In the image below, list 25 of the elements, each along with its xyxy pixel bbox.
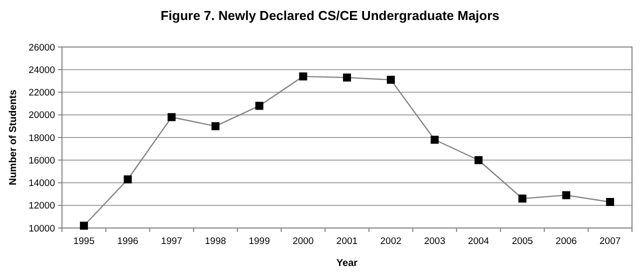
x-tick-label: 2006	[556, 236, 577, 247]
x-tick-label: 2005	[512, 236, 533, 247]
chart-title: Figure 7. Newly Declared CS/CE Undergraduate Majors	[160, 8, 500, 23]
y-tick-label: 14000	[28, 178, 55, 190]
x-tick-label: 1998	[204, 236, 226, 247]
y-tick-label: 18000	[28, 132, 55, 144]
y-tick-label: 12000	[28, 200, 55, 212]
y-tick-label: 24000	[28, 64, 55, 76]
x-tick-label: 1995	[73, 236, 94, 247]
y-tick-label: 26000	[28, 42, 55, 54]
y-axis-title: Number of Students	[8, 89, 19, 186]
y-tick-label: 16000	[28, 155, 55, 166]
x-tick-label: 2003	[424, 236, 446, 247]
x-tick-label: 2000	[292, 236, 314, 247]
x-tick-label: 1997	[161, 236, 182, 247]
x-tick-label: 2007	[600, 236, 621, 247]
y-tick-label: 20000	[28, 110, 55, 122]
x-axis-title: Year	[336, 258, 358, 269]
x-tick-label: 2002	[380, 236, 402, 247]
x-tick-label: 1999	[248, 236, 270, 247]
y-tick-label: 10000	[28, 223, 55, 234]
x-tick-label: 2001	[336, 236, 358, 247]
x-tick-label: 1996	[117, 236, 138, 247]
x-tick-label: 2004	[468, 236, 490, 247]
y-tick-label: 22000	[28, 88, 55, 99]
